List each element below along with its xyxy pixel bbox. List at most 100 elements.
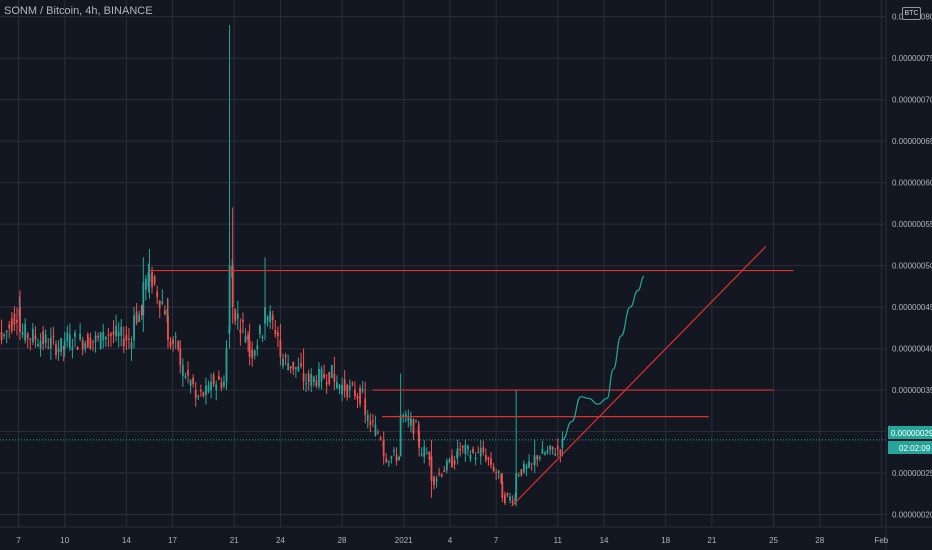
candle-body bbox=[189, 380, 192, 386]
candle-body bbox=[390, 456, 393, 459]
candle-body bbox=[244, 336, 247, 343]
candle-body bbox=[501, 481, 504, 498]
candle-body bbox=[276, 332, 279, 337]
candle-body bbox=[144, 278, 147, 290]
candle-body bbox=[420, 453, 423, 456]
candle-body bbox=[343, 379, 346, 391]
time-tick-label: 17 bbox=[168, 536, 177, 545]
currency-badge[interactable]: BTC bbox=[902, 7, 921, 20]
candle-body bbox=[60, 338, 63, 352]
candle-body bbox=[202, 392, 205, 397]
candle-body bbox=[369, 420, 372, 426]
candle-body bbox=[525, 465, 528, 469]
candle-body bbox=[49, 338, 52, 349]
candle-body bbox=[5, 330, 8, 333]
candle-body bbox=[231, 265, 234, 308]
candle-body bbox=[361, 388, 364, 392]
candle-body bbox=[117, 331, 120, 337]
candle-body bbox=[351, 383, 354, 385]
candle-body bbox=[153, 276, 156, 284]
candle-body bbox=[21, 331, 24, 335]
candle-body bbox=[99, 332, 102, 349]
time-tick-label: 14 bbox=[600, 536, 609, 545]
price-tick-label: 0.00000075 bbox=[892, 54, 932, 63]
candle-body bbox=[490, 458, 492, 466]
price-tick-label: 0.00000025 bbox=[892, 469, 932, 478]
candle-body bbox=[52, 335, 55, 338]
candle-body bbox=[538, 456, 541, 459]
chart-drawings[interactable] bbox=[149, 246, 794, 507]
time-tick-label: 7 bbox=[494, 536, 499, 545]
candle-body bbox=[13, 313, 16, 325]
time-tick-label: 2021 bbox=[395, 536, 413, 545]
candle-body bbox=[382, 439, 385, 457]
trend-line bbox=[511, 246, 767, 507]
candle-body bbox=[330, 364, 333, 378]
candle-body bbox=[533, 456, 536, 465]
candle-body bbox=[310, 374, 313, 386]
candle-body bbox=[192, 377, 195, 384]
candle-body bbox=[212, 374, 215, 385]
candle-body bbox=[217, 376, 220, 380]
candle-body bbox=[261, 336, 264, 339]
candle-body bbox=[194, 390, 197, 399]
candle-body bbox=[115, 325, 117, 337]
candle-body bbox=[19, 307, 21, 332]
candle-body bbox=[522, 463, 525, 473]
candle-body bbox=[31, 328, 34, 343]
candle-body bbox=[172, 339, 174, 344]
candle-body bbox=[479, 448, 482, 457]
candle-body bbox=[161, 301, 164, 304]
candle-body bbox=[110, 333, 112, 336]
candle-body bbox=[104, 336, 107, 340]
time-tick-label: 7 bbox=[16, 536, 21, 545]
candle-body bbox=[177, 341, 180, 349]
candle-body bbox=[55, 344, 57, 355]
candle-body bbox=[546, 450, 549, 453]
symbol-title[interactable]: SONM / Bitcoin, 4h, BINANCE bbox=[4, 5, 153, 17]
candle-body bbox=[205, 385, 207, 395]
candle-body bbox=[511, 500, 514, 503]
candle-body bbox=[184, 376, 187, 378]
candle-body bbox=[26, 333, 29, 339]
candle-body bbox=[34, 335, 37, 340]
price-tick-label: 0.00000070 bbox=[892, 96, 932, 105]
candle-body bbox=[44, 334, 47, 343]
candle-body bbox=[248, 340, 251, 357]
candle-body bbox=[62, 346, 65, 350]
candle-body bbox=[544, 452, 546, 455]
candle-body bbox=[561, 439, 564, 449]
candle-body bbox=[320, 368, 323, 382]
candle-body bbox=[279, 340, 282, 357]
candle-body bbox=[251, 349, 254, 359]
candlestick-series bbox=[0, 24, 886, 507]
candle-body bbox=[292, 361, 295, 370]
candle-body bbox=[207, 385, 210, 393]
candle-body bbox=[128, 338, 130, 341]
candle-body bbox=[536, 455, 539, 460]
candle-body bbox=[346, 385, 349, 398]
candle-body bbox=[148, 273, 151, 283]
candle-body bbox=[503, 494, 506, 504]
candle-body bbox=[66, 332, 69, 342]
candle-body bbox=[71, 347, 74, 350]
candle-body bbox=[167, 315, 169, 341]
candle-body bbox=[497, 470, 500, 473]
candle-body bbox=[487, 457, 490, 460]
candle-body bbox=[399, 414, 402, 457]
time-tick-label: Feb bbox=[874, 536, 888, 545]
candle-body bbox=[354, 389, 356, 397]
candle-body bbox=[440, 474, 443, 477]
candle-body bbox=[318, 368, 320, 387]
candle-body bbox=[415, 421, 417, 423]
candle-body bbox=[79, 333, 82, 340]
candle-body bbox=[158, 300, 161, 308]
candle-body bbox=[42, 331, 45, 345]
candle-body bbox=[63, 340, 66, 349]
candle-body bbox=[433, 476, 435, 485]
candle-body bbox=[86, 334, 89, 348]
candle-body bbox=[179, 348, 182, 366]
candle-body bbox=[398, 456, 400, 460]
candle-body bbox=[425, 452, 428, 454]
